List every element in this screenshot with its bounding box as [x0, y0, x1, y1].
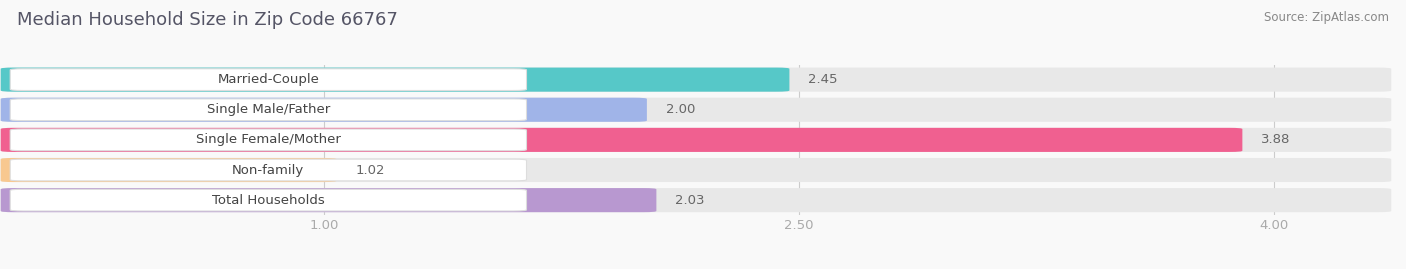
Text: 1.02: 1.02: [356, 164, 385, 176]
FancyBboxPatch shape: [0, 98, 647, 122]
Text: Non-family: Non-family: [232, 164, 305, 176]
FancyBboxPatch shape: [0, 188, 657, 212]
Text: Source: ZipAtlas.com: Source: ZipAtlas.com: [1264, 11, 1389, 24]
FancyBboxPatch shape: [0, 158, 336, 182]
FancyBboxPatch shape: [0, 188, 1392, 212]
Text: Median Household Size in Zip Code 66767: Median Household Size in Zip Code 66767: [17, 11, 398, 29]
FancyBboxPatch shape: [0, 128, 1243, 152]
FancyBboxPatch shape: [0, 158, 1392, 182]
FancyBboxPatch shape: [10, 159, 526, 181]
Text: 2.03: 2.03: [675, 194, 704, 207]
FancyBboxPatch shape: [0, 98, 1392, 122]
FancyBboxPatch shape: [10, 189, 526, 211]
Text: 3.88: 3.88: [1261, 133, 1291, 146]
Text: Single Female/Mother: Single Female/Mother: [195, 133, 340, 146]
Text: Married-Couple: Married-Couple: [218, 73, 319, 86]
FancyBboxPatch shape: [10, 69, 526, 90]
FancyBboxPatch shape: [0, 128, 1392, 152]
FancyBboxPatch shape: [10, 99, 526, 121]
FancyBboxPatch shape: [0, 68, 1392, 92]
FancyBboxPatch shape: [10, 129, 526, 151]
FancyBboxPatch shape: [0, 68, 789, 92]
Text: 2.00: 2.00: [666, 103, 695, 116]
Text: 2.45: 2.45: [808, 73, 838, 86]
Text: Total Households: Total Households: [212, 194, 325, 207]
Text: Single Male/Father: Single Male/Father: [207, 103, 330, 116]
